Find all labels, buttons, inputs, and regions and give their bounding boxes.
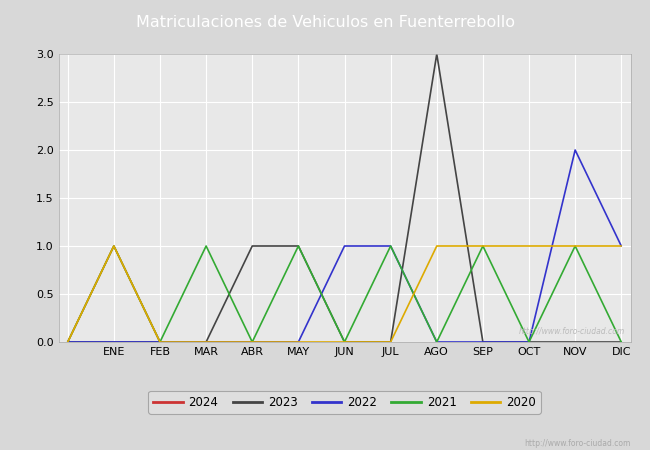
Text: http://www.foro-ciudad.com: http://www.foro-ciudad.com	[524, 439, 630, 448]
Legend: 2024, 2023, 2022, 2021, 2020: 2024, 2023, 2022, 2021, 2020	[148, 391, 541, 414]
Text: http://www.foro-ciudad.com: http://www.foro-ciudad.com	[519, 327, 625, 336]
Text: Matriculaciones de Vehiculos en Fuenterrebollo: Matriculaciones de Vehiculos en Fuenterr…	[135, 15, 515, 30]
